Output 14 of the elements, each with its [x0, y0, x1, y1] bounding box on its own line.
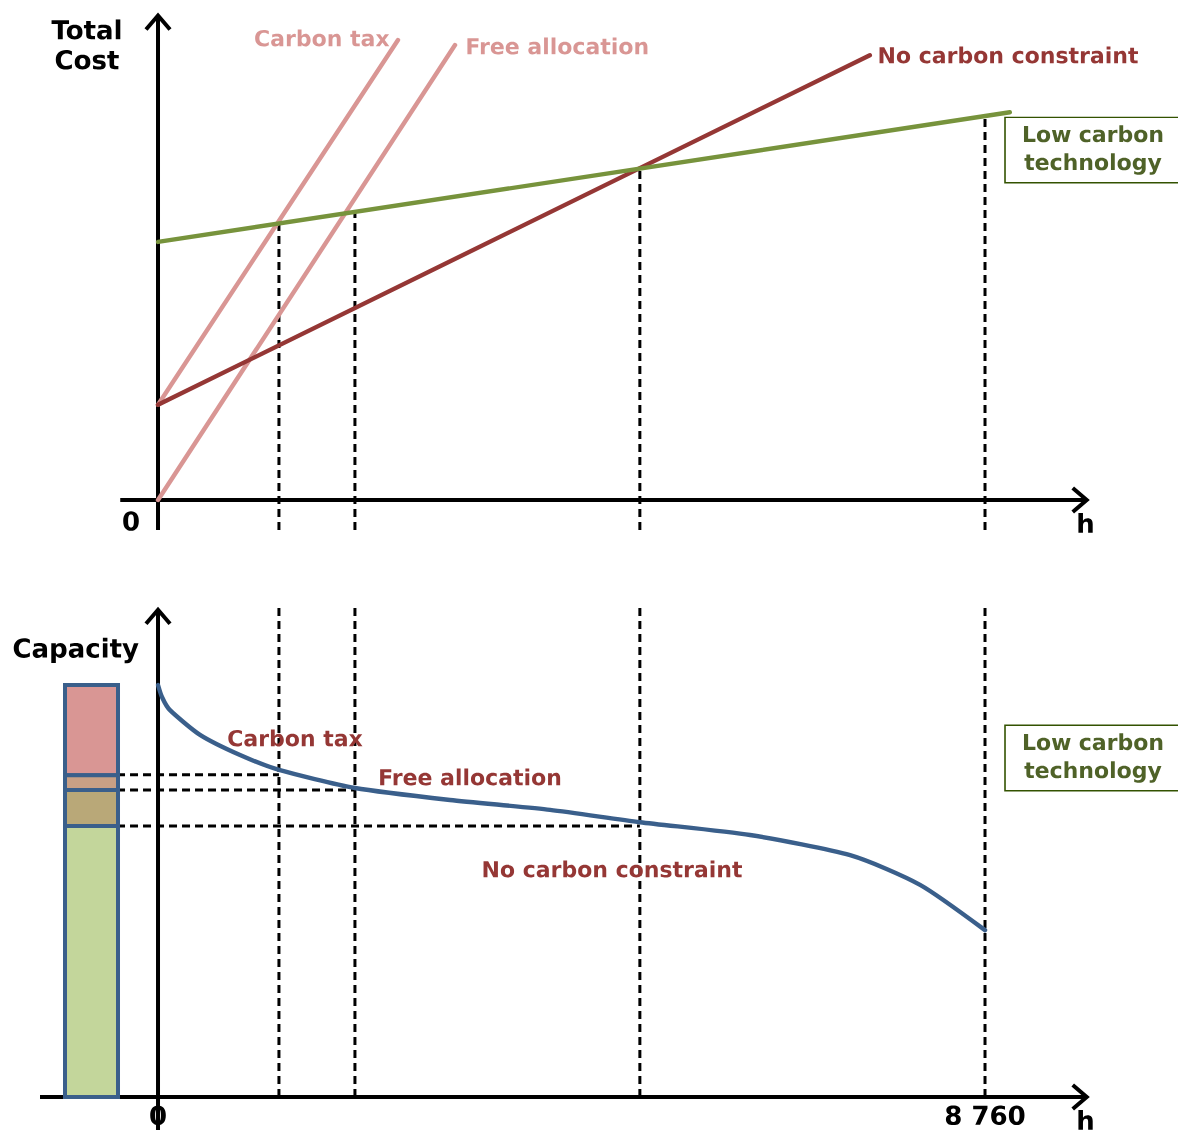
annotation: Low carbon technology — [1023, 733, 1163, 783]
series-label: Low carbon technology — [1023, 125, 1163, 175]
series-label: No carbon constraint — [879, 46, 1138, 64]
text: 0 — [123, 511, 139, 531]
x-axis-title: h — [1078, 513, 1093, 533]
series-label: Free allocation — [467, 37, 648, 55]
annotation: Carbon tax — [228, 729, 363, 747]
x-tick-label: 8 760 — [945, 1105, 1025, 1126]
y-axis-title: Total Cost — [51, 19, 121, 70]
x-axis-title: h — [1078, 1110, 1093, 1130]
annotation: No carbon constraint — [483, 860, 742, 878]
series-label: Carbon tax — [255, 29, 390, 47]
y-axis-title: Capacity — [13, 637, 139, 664]
annotation: Free allocation — [380, 768, 561, 786]
